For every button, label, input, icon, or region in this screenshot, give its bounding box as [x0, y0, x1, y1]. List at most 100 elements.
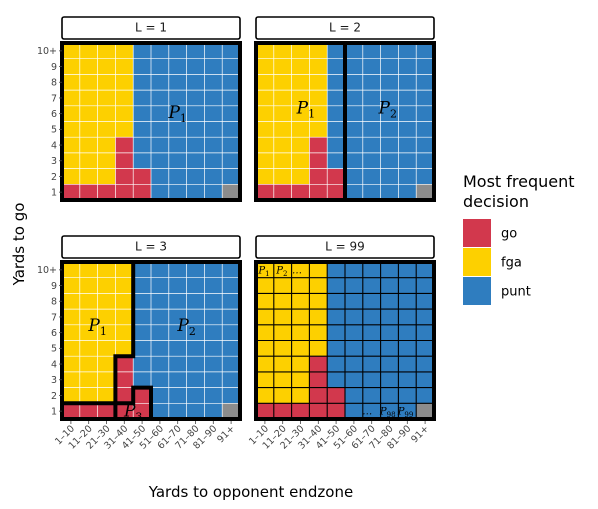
heatmap-cell [362, 356, 381, 372]
heatmap-cell [62, 403, 80, 419]
y-tick-label: 2 [51, 391, 57, 402]
heatmap-cell [345, 309, 363, 325]
heatmap-cell [222, 121, 240, 138]
heatmap-cell [204, 152, 223, 169]
heatmap-cell [62, 387, 80, 404]
heatmap-cell [97, 152, 116, 169]
heatmap-cell [362, 309, 381, 325]
heatmap-cell [398, 90, 417, 106]
heatmap-cell [398, 105, 417, 122]
heatmap-cell [416, 74, 434, 91]
y-tick-label: 7 [51, 312, 57, 323]
heatmap-cell [97, 403, 116, 419]
heatmap-cell [273, 293, 292, 310]
heatmap-cell [256, 121, 274, 138]
heatmap-cell [362, 403, 381, 419]
heatmap-cell [273, 105, 292, 122]
heatmap-cell [222, 403, 240, 419]
heatmap-cell [133, 371, 151, 388]
heatmap-cell [133, 168, 151, 185]
heatmap-cell [327, 356, 345, 372]
heatmap-cell [398, 371, 417, 388]
heatmap-cell [222, 105, 240, 122]
heatmap-cell [273, 262, 292, 278]
legend-swatch-fga [463, 248, 491, 276]
heatmap-cell [115, 184, 134, 200]
strip-label: L = 2 [329, 21, 361, 35]
heatmap-cell [133, 403, 151, 419]
heatmap-cell [398, 43, 417, 59]
heatmap-cell [345, 403, 363, 419]
heatmap-cell [62, 137, 80, 153]
heatmap-cell [62, 293, 80, 310]
heatmap-cell [133, 105, 151, 122]
panel-frame [254, 260, 436, 421]
heatmap-cell [327, 137, 345, 153]
y-tick-label: 6 [51, 109, 57, 120]
heatmap-cell [97, 262, 116, 278]
legend-title-line-1: Most frequent [463, 172, 575, 191]
heatmap-cell [256, 90, 274, 106]
heatmap-cell [327, 121, 345, 138]
heatmap-cell [345, 340, 363, 357]
heatmap-cell [79, 168, 98, 185]
heatmap-cell [168, 387, 187, 404]
heatmap-cell [380, 137, 399, 153]
heatmap-cell [204, 137, 223, 153]
heatmap-cell [327, 152, 345, 169]
heatmap-cell [79, 340, 98, 357]
heatmap-cell [345, 74, 363, 91]
heatmap-cell [256, 293, 274, 310]
heatmap-cell [115, 43, 134, 59]
heatmap-cell [79, 74, 98, 91]
heatmap-cell [79, 184, 98, 200]
heatmap-cell [416, 184, 434, 200]
heatmap-cell [416, 387, 434, 404]
heatmap-cell [416, 371, 434, 388]
heatmap-cell [222, 340, 240, 357]
heatmap-cell [204, 121, 223, 138]
y-tick-label: 10+ [37, 46, 57, 57]
heatmap-cell [79, 121, 98, 138]
heatmap-cell [380, 293, 399, 310]
heatmap-cell [62, 356, 80, 372]
heatmap-cell [168, 58, 187, 75]
heatmap-cell [62, 43, 80, 59]
heatmap-cell [115, 121, 134, 138]
heatmap-cell [222, 371, 240, 388]
heatmap-cell [133, 184, 151, 200]
heatmap-cell [327, 309, 345, 325]
heatmap-cell [186, 340, 205, 357]
heatmap-cell [204, 309, 223, 325]
heatmap-cell [256, 184, 274, 200]
heatmap-cell [97, 137, 116, 153]
heatmap-cell [362, 90, 381, 106]
heatmap-cell [273, 277, 292, 294]
heatmap-cell [79, 137, 98, 153]
heatmap-cell [273, 58, 292, 75]
heatmap-cell [79, 387, 98, 404]
heatmap-cell [204, 277, 223, 294]
strip-label: L = 99 [325, 240, 365, 254]
heatmap-cell [273, 121, 292, 138]
heatmap-cell [97, 90, 116, 106]
heatmap-cell [416, 324, 434, 341]
heatmap-cell [309, 58, 328, 75]
heatmap-cell [115, 168, 134, 185]
y-tick-label: 5 [51, 344, 57, 355]
y-tick-label: 9 [51, 62, 57, 73]
panel-frame [254, 41, 436, 202]
heatmap-cell [273, 371, 292, 388]
heatmap-cell [115, 356, 134, 372]
heatmap-cell [327, 387, 345, 404]
heatmap-cell [151, 387, 169, 404]
heatmap-cell [256, 277, 274, 294]
heatmap-cell [62, 105, 80, 122]
heatmap-cell [115, 340, 134, 357]
heatmap-cell [345, 90, 363, 106]
heatmap-cell [133, 262, 151, 278]
heatmap-cell [362, 387, 381, 404]
heatmap-cell [115, 403, 134, 419]
